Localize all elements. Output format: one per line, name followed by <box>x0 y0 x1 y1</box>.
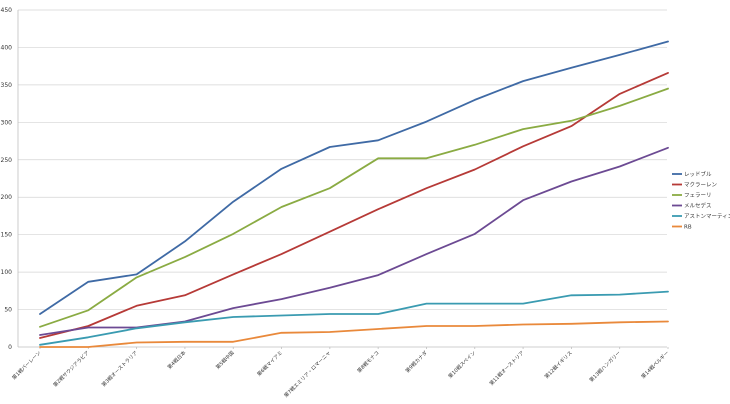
x-tick-label: 第10戦スペイン <box>447 349 477 379</box>
x-tick-label: 第12戦イギリス <box>543 349 574 380</box>
x-tick-label: 第13戦ハンガリー <box>588 349 622 383</box>
x-tick-label: 第3戦オーストラリア <box>100 349 139 388</box>
y-tick-label: 400 <box>1 44 13 51</box>
x-tick-label: 第11戦オーストリア <box>488 349 526 387</box>
y-tick-label: 450 <box>1 7 13 14</box>
y-tick-label: 150 <box>1 232 13 239</box>
series-line-3 <box>39 87 669 328</box>
series-line-6 <box>39 320 669 348</box>
series-line-5 <box>39 290 669 346</box>
series-lines <box>39 40 669 348</box>
x-tick-label: 第8戦モナコ <box>356 349 381 374</box>
x-tick-label: 第2戦サウジアラビア <box>52 349 91 388</box>
gridlines <box>18 9 667 310</box>
y-tick-label: 300 <box>1 119 13 126</box>
legend-label: レッドブル <box>684 170 712 178</box>
axis-labels: 0 50 100 150 200 250 300 350 400 450 第1戦バーレーン 第2戦サウ… <box>1 7 671 399</box>
series-line-2 <box>39 72 669 339</box>
x-tick-label: 第5戦中国 <box>214 349 235 370</box>
legend-label: マクラーレン <box>684 182 718 189</box>
y-tick-label: 100 <box>1 269 13 276</box>
y-tick-label: 250 <box>1 157 13 164</box>
x-tick-label: 第9戦カナダ <box>404 349 429 374</box>
legend-label: メルセデス <box>684 202 712 210</box>
legend-label: RB <box>684 225 692 231</box>
y-tick-label: 50 <box>4 307 12 314</box>
legend-label: フェラーリ <box>684 192 712 199</box>
y-tick-label: 350 <box>1 82 13 89</box>
x-tick-label: 第1戦バーレーン <box>11 349 43 381</box>
y-tick-label: 200 <box>1 194 13 201</box>
x-tick-label: 第4戦日本 <box>166 349 187 370</box>
y-tick-label: 0 <box>8 344 12 351</box>
legend-label: アストンマーティン <box>684 213 730 220</box>
x-tick-label: 第14戦ベルギー <box>640 349 671 380</box>
x-tick-label: 第7戦エミリア・ロマーニャ <box>283 349 333 399</box>
x-tick-label: 第6戦マイアミ <box>256 349 284 377</box>
series-line-1 <box>39 40 669 315</box>
